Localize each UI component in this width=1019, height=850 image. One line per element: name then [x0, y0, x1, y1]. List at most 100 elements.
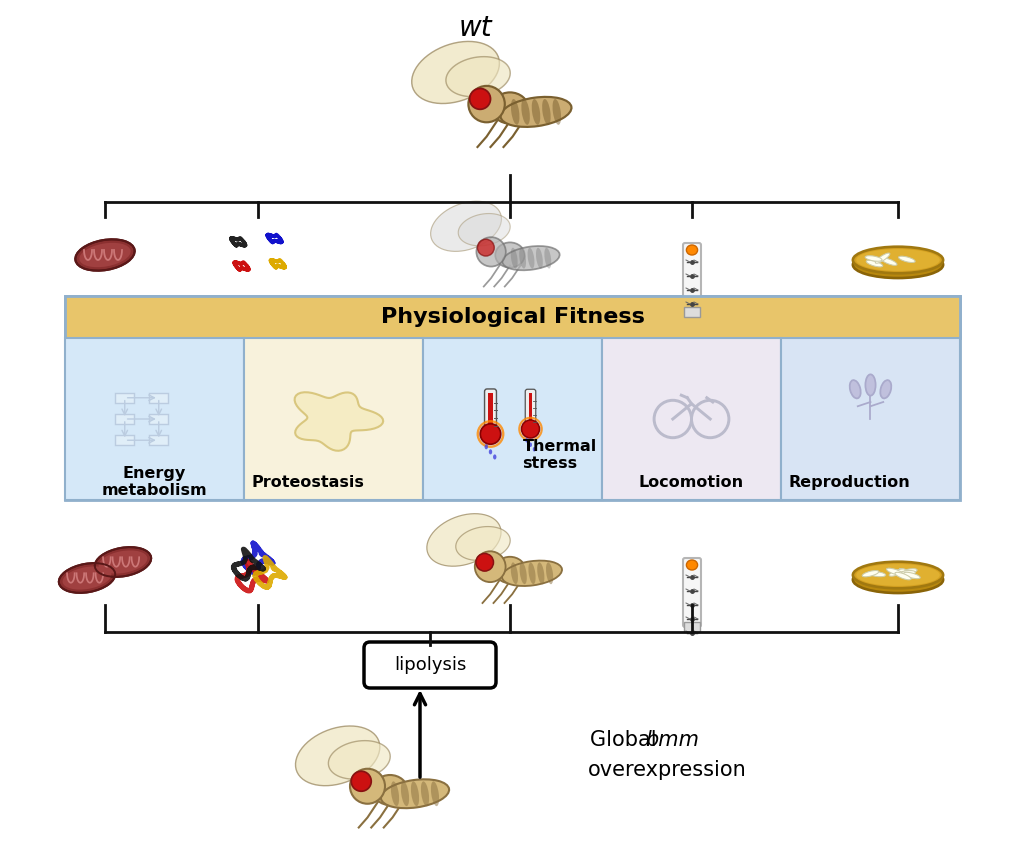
Ellipse shape	[852, 246, 943, 274]
Ellipse shape	[511, 99, 519, 125]
Ellipse shape	[411, 781, 419, 806]
Text: Energy
metabolism: Energy metabolism	[102, 466, 207, 498]
Ellipse shape	[879, 380, 891, 399]
Text: Proteostasis: Proteostasis	[252, 474, 365, 490]
Ellipse shape	[898, 570, 914, 575]
Bar	[65, 296, 959, 500]
Ellipse shape	[502, 246, 559, 270]
Ellipse shape	[519, 563, 526, 584]
Text: wt: wt	[458, 14, 491, 42]
Bar	[65, 296, 959, 338]
Ellipse shape	[488, 450, 492, 455]
Circle shape	[476, 237, 505, 267]
Ellipse shape	[528, 563, 535, 584]
Circle shape	[474, 552, 505, 582]
Ellipse shape	[864, 374, 874, 395]
Ellipse shape	[501, 561, 561, 586]
FancyBboxPatch shape	[525, 389, 535, 431]
Bar	[65, 338, 244, 500]
Bar	[423, 338, 601, 500]
Ellipse shape	[95, 547, 151, 577]
Bar	[244, 338, 423, 500]
Bar	[684, 307, 699, 317]
Ellipse shape	[852, 566, 943, 593]
Ellipse shape	[552, 99, 560, 125]
Text: lipolysis: lipolysis	[393, 656, 466, 674]
Ellipse shape	[79, 243, 130, 267]
Ellipse shape	[495, 242, 524, 268]
Ellipse shape	[532, 447, 535, 451]
Ellipse shape	[894, 572, 910, 580]
Ellipse shape	[865, 260, 881, 267]
Ellipse shape	[886, 568, 902, 575]
Ellipse shape	[900, 569, 916, 575]
FancyBboxPatch shape	[683, 558, 700, 627]
Ellipse shape	[511, 563, 518, 584]
Bar	[528, 393, 532, 423]
Ellipse shape	[430, 781, 438, 806]
Polygon shape	[328, 740, 390, 779]
Ellipse shape	[390, 781, 398, 806]
Ellipse shape	[852, 252, 943, 278]
Ellipse shape	[542, 99, 550, 125]
Text: overexpression: overexpression	[587, 760, 746, 780]
Bar	[149, 393, 168, 403]
FancyBboxPatch shape	[683, 243, 700, 312]
Ellipse shape	[852, 562, 943, 588]
FancyBboxPatch shape	[364, 642, 495, 688]
Ellipse shape	[511, 247, 517, 269]
Ellipse shape	[686, 560, 697, 570]
Bar	[115, 393, 133, 403]
Ellipse shape	[855, 249, 938, 271]
Ellipse shape	[521, 99, 529, 125]
FancyBboxPatch shape	[484, 389, 496, 437]
Ellipse shape	[492, 455, 496, 460]
Bar	[684, 622, 699, 632]
Bar	[149, 414, 168, 424]
Ellipse shape	[421, 781, 429, 806]
Polygon shape	[458, 213, 510, 246]
Text: Physiological Fitness: Physiological Fitness	[380, 307, 644, 327]
Polygon shape	[430, 201, 501, 252]
Ellipse shape	[537, 563, 544, 584]
Text: Global: Global	[589, 730, 662, 750]
Polygon shape	[296, 726, 379, 785]
Polygon shape	[426, 513, 500, 566]
Polygon shape	[412, 42, 499, 104]
Ellipse shape	[529, 443, 532, 447]
Ellipse shape	[899, 569, 913, 578]
Ellipse shape	[372, 775, 408, 805]
Ellipse shape	[59, 563, 115, 593]
Text: bmm: bmm	[644, 730, 698, 750]
Ellipse shape	[400, 781, 409, 806]
Ellipse shape	[527, 247, 534, 269]
Ellipse shape	[525, 438, 528, 443]
Circle shape	[477, 239, 494, 256]
Ellipse shape	[99, 551, 148, 574]
Bar	[488, 394, 492, 428]
Ellipse shape	[855, 564, 938, 586]
Ellipse shape	[868, 571, 884, 576]
Bar	[781, 338, 959, 500]
Ellipse shape	[874, 253, 889, 264]
Polygon shape	[445, 57, 510, 97]
Ellipse shape	[380, 779, 448, 808]
Polygon shape	[294, 392, 383, 450]
Circle shape	[468, 86, 504, 122]
Bar	[601, 338, 781, 500]
Ellipse shape	[519, 247, 526, 269]
Ellipse shape	[535, 247, 542, 269]
Ellipse shape	[864, 256, 881, 261]
Ellipse shape	[903, 572, 919, 579]
Text: Reproduction: Reproduction	[789, 474, 910, 490]
Ellipse shape	[544, 247, 550, 269]
Ellipse shape	[75, 240, 135, 270]
Ellipse shape	[889, 569, 905, 576]
Polygon shape	[455, 526, 510, 560]
Circle shape	[521, 420, 539, 438]
Text: Thermal
stress: Thermal stress	[522, 439, 596, 471]
Bar	[115, 414, 133, 424]
Circle shape	[351, 771, 371, 791]
Ellipse shape	[545, 563, 552, 584]
Ellipse shape	[898, 256, 914, 263]
